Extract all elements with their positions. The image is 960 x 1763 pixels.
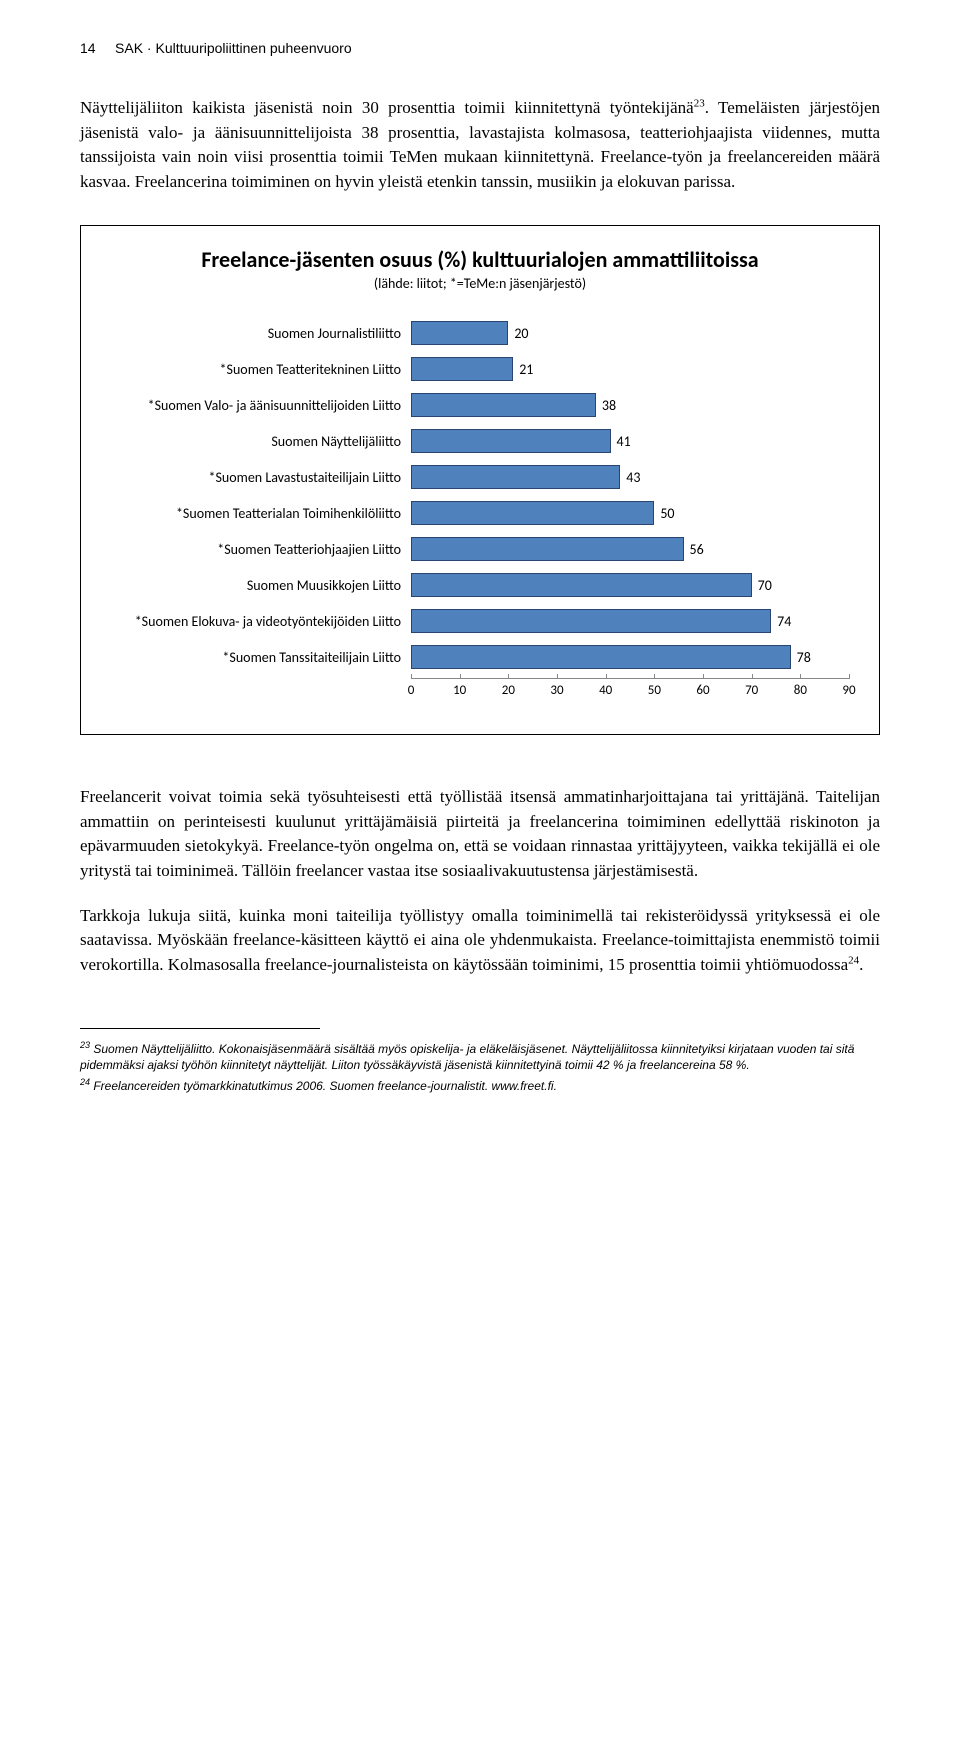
bar-category-label: Suomen Näyttelijäliitto — [111, 433, 411, 450]
bar-category-label: Suomen Journalistiliitto — [111, 325, 411, 342]
axis-tick — [654, 674, 655, 679]
bar-row: *Suomen Teatterialan Toimihenkilöliitto 5… — [111, 498, 849, 528]
axis-tick-label: 60 — [696, 683, 709, 698]
axis-tick — [557, 674, 558, 679]
axis-tick — [703, 674, 704, 679]
bar-fill — [411, 321, 508, 345]
bar-track: 78 — [411, 642, 849, 672]
footnote-separator — [80, 1028, 320, 1037]
bar-row: *Suomen Valo- ja äänisuunnittelijoiden L… — [111, 390, 849, 420]
bar-category-label: Suomen Muusikkojen Liitto — [111, 577, 411, 594]
bar-fill — [411, 537, 684, 561]
bar-category-label: *Suomen Teatteriohjaajien Liitto — [111, 541, 411, 558]
bar-fill — [411, 465, 620, 489]
axis-tick — [606, 674, 607, 679]
bar-track: 38 — [411, 390, 849, 420]
axis-tick-label: 80 — [794, 683, 807, 698]
bar-value-label: 38 — [602, 397, 616, 414]
axis-tick — [800, 674, 801, 679]
axis-tick — [752, 674, 753, 679]
bar-value-label: 50 — [660, 505, 674, 522]
footnote-23: 23 Suomen Näyttelijäliitto. Kokonaisjäse… — [80, 1039, 880, 1075]
bar-category-label: *Suomen Valo- ja äänisuunnittelijoiden L… — [111, 397, 411, 414]
bar-track: 56 — [411, 534, 849, 564]
bar-fill — [411, 429, 611, 453]
axis-tick-label: 0 — [408, 683, 415, 698]
bar-category-label: *Suomen Tanssitaiteilijain Liitto — [111, 649, 411, 666]
axis-tick-label: 10 — [453, 683, 466, 698]
axis-tick-label: 30 — [550, 683, 563, 698]
bar-value-label: 20 — [514, 325, 528, 342]
bar-value-label: 21 — [519, 361, 533, 378]
bar-category-label: *Suomen Lavastustaiteilijain Liitto — [111, 469, 411, 486]
axis-tick-label: 90 — [842, 683, 855, 698]
bar-fill — [411, 357, 513, 381]
bar-row: Suomen Journalistiliitto 20 — [111, 318, 849, 348]
page-header: 14 SAK · Kulttuuripoliittinen puheenvuor… — [80, 40, 880, 56]
footnote-23-num: 23 — [80, 1040, 90, 1050]
chart-title: Freelance-jäsenten osuus (%) kulttuurial… — [111, 246, 849, 274]
bar-fill — [411, 393, 596, 417]
page-number: 14 — [80, 40, 96, 56]
axis-tick — [411, 674, 412, 679]
bar-fill — [411, 573, 752, 597]
axis-tick-label: 40 — [599, 683, 612, 698]
bar-track: 41 — [411, 426, 849, 456]
axis-tick-label: 70 — [745, 683, 758, 698]
bar-value-label: 78 — [797, 649, 811, 666]
footnote-24-num: 24 — [80, 1077, 90, 1087]
bar-value-label: 74 — [777, 613, 791, 630]
axis-tick — [508, 674, 509, 679]
bar-track: 20 — [411, 318, 849, 348]
chart-subtitle: (lähde: liitot; *=TeMe:n jäsenjärjestö) — [111, 275, 849, 292]
p3-text-a: Tarkkoja lukuja siitä, kuinka moni taite… — [80, 906, 880, 974]
bar-track: 21 — [411, 354, 849, 384]
bar-row: *Suomen Tanssitaiteilijain Liitto 78 — [111, 642, 849, 672]
axis-tick-label: 50 — [648, 683, 661, 698]
footnote-ref-23: 23 — [694, 97, 705, 109]
chart-plot-area: Suomen Journalistiliitto 20 *Suomen Teatte… — [111, 318, 849, 672]
axis-tick — [849, 674, 850, 679]
bar-track: 70 — [411, 570, 849, 600]
footnote-ref-24: 24 — [848, 954, 859, 966]
running-title: SAK · Kulttuuripoliittinen puheenvuoro — [115, 40, 352, 56]
bar-category-label: *Suomen Elokuva- ja videotyöntekijöiden … — [111, 613, 411, 630]
footnote-24: 24 Freelancereiden työmarkkinatutkimus 2… — [80, 1076, 880, 1095]
footnote-23-text: Suomen Näyttelijäliitto. Kokonaisjäsenmä… — [80, 1042, 854, 1073]
bar-row: *Suomen Teatteriohjaajien Liitto 56 — [111, 534, 849, 564]
bar-value-label: 43 — [626, 469, 640, 486]
bar-value-label: 56 — [690, 541, 704, 558]
footnote-24-text: Freelancereiden työmarkkinatutkimus 2006… — [90, 1079, 557, 1093]
p3-text-b: . — [859, 955, 863, 974]
bar-row: *Suomen Teatteritekninen Liitto 21 — [111, 354, 849, 384]
p1-text-a: Näyttelijäliiton kaikista jäsenistä noin… — [80, 98, 694, 117]
freelance-chart: Freelance-jäsenten osuus (%) kulttuurial… — [80, 225, 880, 736]
body-paragraph-2: Freelancerit voivat toimia sekä työsuhte… — [80, 785, 880, 884]
bar-fill — [411, 501, 654, 525]
bar-row: *Suomen Elokuva- ja videotyöntekijöiden … — [111, 606, 849, 636]
bar-fill — [411, 609, 771, 633]
bar-row: Suomen Näyttelijäliitto 41 — [111, 426, 849, 456]
axis-tick — [460, 674, 461, 679]
bar-track: 74 — [411, 606, 849, 636]
bar-value-label: 70 — [758, 577, 772, 594]
bar-category-label: *Suomen Teatteritekninen Liitto — [111, 361, 411, 378]
bar-track: 43 — [411, 462, 849, 492]
bar-category-label: *Suomen Teatterialan Toimihenkilöliitto — [111, 505, 411, 522]
body-paragraph-1: Näyttelijäliiton kaikista jäsenistä noin… — [80, 96, 880, 195]
bar-fill — [411, 645, 791, 669]
bar-track: 50 — [411, 498, 849, 528]
axis-tick-label: 20 — [502, 683, 515, 698]
bar-row: Suomen Muusikkojen Liitto 70 — [111, 570, 849, 600]
bar-row: *Suomen Lavastustaiteilijain Liitto 43 — [111, 462, 849, 492]
body-paragraph-3: Tarkkoja lukuja siitä, kuinka moni taite… — [80, 904, 880, 978]
bar-value-label: 41 — [617, 433, 631, 450]
chart-x-axis: 0102030405060708090 — [111, 678, 849, 704]
